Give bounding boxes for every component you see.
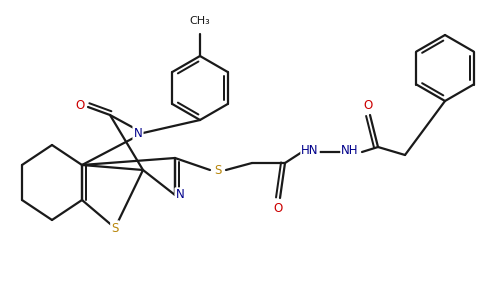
Text: HN: HN <box>301 143 319 156</box>
Text: N: N <box>133 126 142 139</box>
Text: O: O <box>75 99 85 112</box>
Text: O: O <box>364 99 372 112</box>
Text: NH: NH <box>341 143 359 156</box>
Text: S: S <box>111 222 119 235</box>
Text: S: S <box>214 164 222 176</box>
Text: CH₃: CH₃ <box>189 16 210 26</box>
Text: N: N <box>176 189 185 202</box>
Text: O: O <box>273 202 283 214</box>
